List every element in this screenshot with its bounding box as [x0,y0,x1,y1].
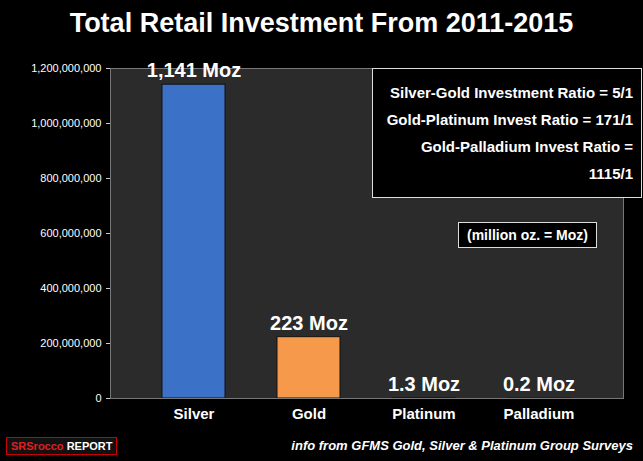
svg-text:1.3 Moz: 1.3 Moz [388,373,460,395]
html-text:(million oz. = Moz): (million oz. = Moz) [467,227,588,243]
svg-text:1,000,000,000: 1,000,000,000 [31,117,101,129]
html-text:Silver-Gold Investment Ratio =: Silver-Gold Investment Ratio = 5/1 [390,84,633,101]
svg-text:200,000,000: 200,000,000 [40,337,101,349]
html-text:Total Retail Investment From 2: Total Retail Investment From 2011-2015 [69,8,574,38]
svg-text:Silver: Silver [174,405,215,422]
html-text:SRSrocco REPORT: SRSrocco REPORT [11,440,113,452]
html-text:Gold-Palladium Invest Ratio =: Gold-Palladium Invest Ratio = 1115/1 [420,138,633,182]
svg-text:0: 0 [95,392,101,404]
svg-text:1,200,000,000: 1,200,000,000 [31,62,101,74]
svg-text:Palladium: Palladium [504,405,575,422]
svg-text:Gold: Gold [292,405,326,422]
svg-text:Platinum: Platinum [392,405,455,422]
svg-text:1,141 Moz: 1,141 Moz [147,59,241,81]
svg-text:0.2 Moz: 0.2 Moz [503,373,575,395]
html-text:info from GFMS Gold, Silver &: info from GFMS Gold, Silver & Platinum G… [291,438,633,453]
svg-text:400,000,000: 400,000,000 [40,282,101,294]
svg-text:800,000,000: 800,000,000 [40,172,101,184]
html-text:Gold-Platinum Invest Ratio = 1: Gold-Platinum Invest Ratio = 171/1 [386,111,633,128]
svg-text:223 Moz: 223 Moz [270,312,348,334]
svg-text:600,000,000: 600,000,000 [40,227,101,239]
